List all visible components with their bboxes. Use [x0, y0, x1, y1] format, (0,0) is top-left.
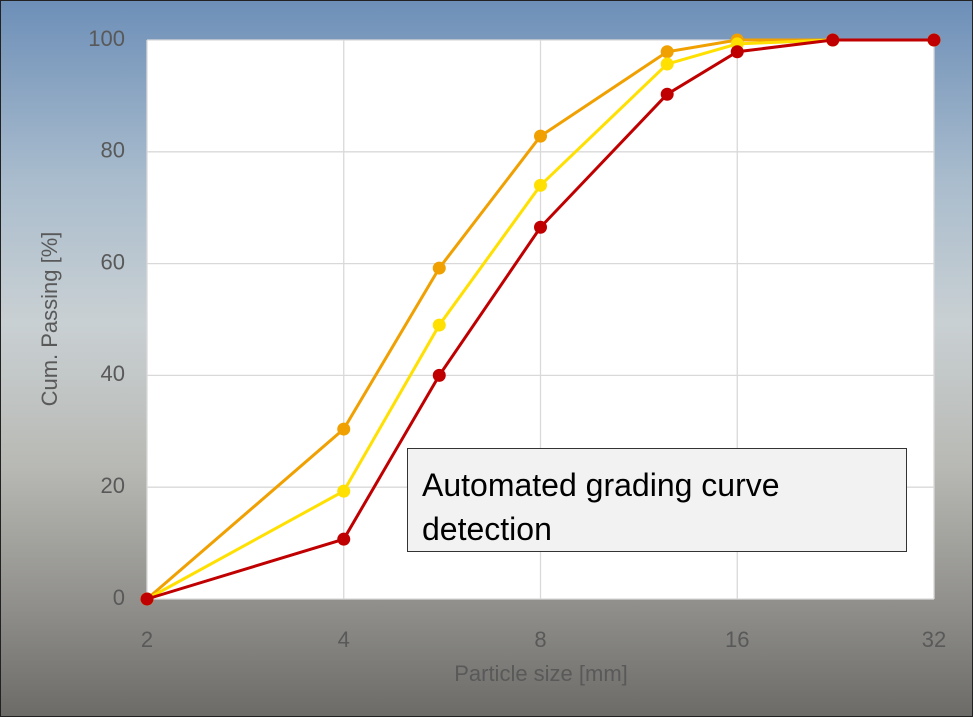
y-tick-label: 80: [101, 138, 125, 163]
data-point: [337, 485, 350, 498]
data-point: [928, 34, 941, 47]
x-tick-label: 32: [922, 627, 946, 652]
x-tick-label: 8: [534, 627, 546, 652]
data-point: [141, 593, 154, 606]
data-point: [433, 369, 446, 382]
data-point: [661, 58, 674, 71]
screen: Particle size [mm] Cum. Passing [%] 0 20 4…: [0, 0, 973, 717]
data-point: [433, 319, 446, 332]
annotation: Automated grading curve detection: [407, 448, 907, 552]
y-tick-label: 40: [101, 361, 125, 386]
data-point: [661, 88, 674, 101]
x-tick-label: 16: [725, 627, 749, 652]
data-point: [337, 533, 350, 546]
data-point: [337, 423, 350, 436]
data-point: [826, 34, 839, 47]
data-point: [661, 45, 674, 58]
y-tick-label: 60: [101, 249, 125, 274]
y-tick-label: 0: [113, 585, 125, 610]
y-axis-title: Cum. Passing [%]: [37, 232, 62, 407]
y-tick-label: 100: [88, 26, 125, 51]
x-tick-label: 4: [338, 627, 350, 652]
x-tick-label: 2: [141, 627, 153, 652]
data-point: [534, 130, 547, 143]
data-point: [731, 45, 744, 58]
data-point: [534, 179, 547, 192]
y-tick-label: 20: [101, 473, 125, 498]
chart: Particle size [mm] Cum. Passing [%] 0 20 4…: [1, 1, 972, 716]
data-point: [534, 221, 547, 234]
data-point: [433, 262, 446, 275]
x-axis-title: Particle size [mm]: [454, 661, 628, 686]
